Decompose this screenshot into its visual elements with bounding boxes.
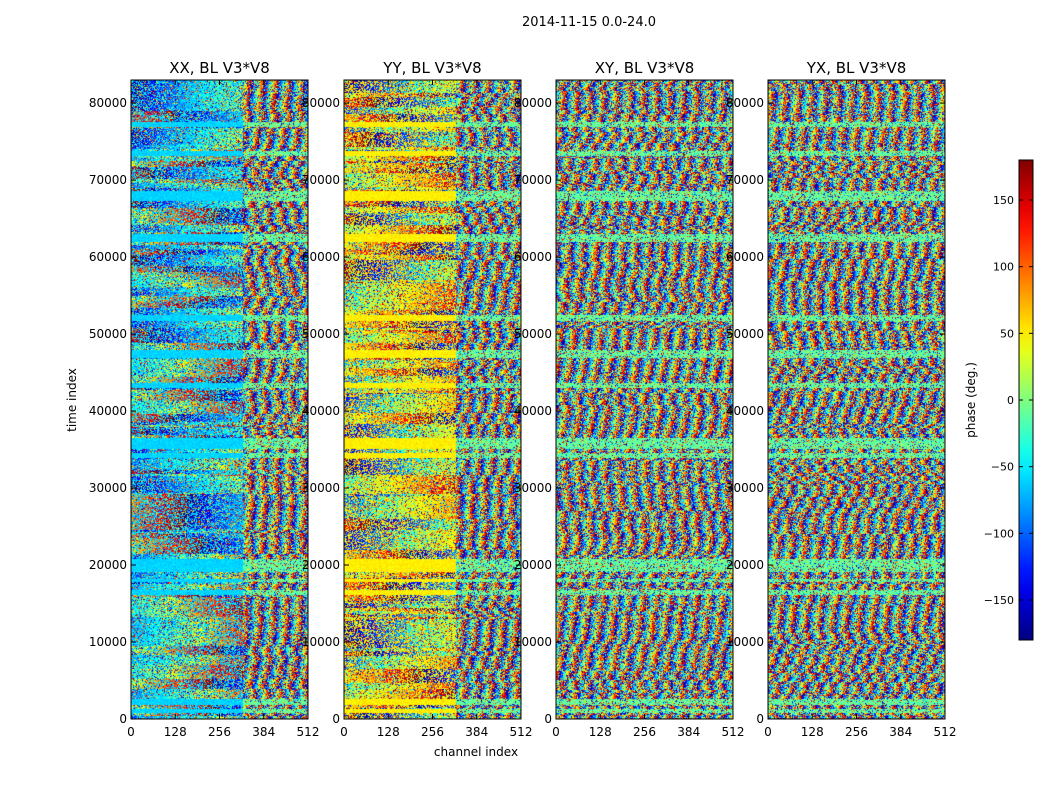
x-tick-label: 512	[722, 725, 745, 739]
x-tick-label: 256	[208, 725, 231, 739]
y-tick-label: 50000	[514, 327, 552, 341]
y-tick-label: 70000	[726, 173, 764, 187]
heatmap-image	[131, 80, 308, 719]
x-tick-label: 256	[421, 725, 444, 739]
panel: XX, BL V3*V8 0 128 256 384 512 0 10000 20000 3000…	[89, 59, 320, 739]
x-tick-label: 384	[889, 725, 912, 739]
y-tick-label: 80000	[89, 96, 127, 110]
x-tick-label: 128	[164, 725, 187, 739]
x-tick-label: 0	[340, 725, 348, 739]
y-tick-label: 40000	[89, 404, 127, 418]
panel-title: YX, BL V3*V8	[806, 59, 907, 77]
heatmap-image	[768, 80, 945, 719]
colorbar-tick-label: −50	[991, 461, 1014, 474]
y-axis-label: time index	[65, 368, 79, 432]
y-tick-label: 10000	[89, 635, 127, 649]
y-tick-label: 50000	[726, 327, 764, 341]
panel: XY, BL V3*V8 0 128 256 384 512 0 10000 20000 3000…	[514, 59, 745, 739]
y-tick-label: 70000	[89, 173, 127, 187]
panel: YX, BL V3*V8 0 128 256 384 512 0 10000 20000 3000…	[726, 59, 957, 739]
y-tick-label: 20000	[302, 558, 340, 572]
x-tick-label: 384	[465, 725, 488, 739]
x-tick-label: 128	[377, 725, 400, 739]
y-tick-label: 40000	[302, 404, 340, 418]
y-tick-label: 50000	[302, 327, 340, 341]
y-tick-label: 80000	[726, 96, 764, 110]
x-tick-label: 384	[252, 725, 275, 739]
y-tick-label: 0	[756, 712, 764, 726]
y-tick-label: 50000	[89, 327, 127, 341]
colorbar: −150 −100 −50 0 50 100 150 phase (deg.)	[964, 159, 1034, 641]
panel: YY, BL V3*V8 0 128 256 384 512 0 10000 20000 3000…	[302, 59, 533, 739]
y-tick-label: 20000	[726, 558, 764, 572]
y-tick-label: 30000	[726, 481, 764, 495]
x-tick-label: 256	[845, 725, 868, 739]
x-tick-label: 512	[510, 725, 533, 739]
y-tick-label: 80000	[514, 96, 552, 110]
x-tick-label: 512	[297, 725, 320, 739]
x-tick-label: 256	[633, 725, 656, 739]
y-tick-label: 60000	[514, 250, 552, 264]
y-tick-label: 10000	[514, 635, 552, 649]
colorbar-tick-label: 0	[1007, 394, 1014, 407]
y-tick-label: 40000	[726, 404, 764, 418]
heatmap-image	[344, 80, 521, 719]
colorbar-tick-label: 150	[993, 194, 1014, 207]
y-tick-label: 0	[119, 712, 127, 726]
y-tick-label: 70000	[302, 173, 340, 187]
y-tick-label: 0	[332, 712, 340, 726]
y-tick-label: 10000	[302, 635, 340, 649]
y-tick-label: 0	[544, 712, 552, 726]
y-tick-label: 30000	[514, 481, 552, 495]
x-tick-label: 0	[764, 725, 772, 739]
x-tick-label: 128	[801, 725, 824, 739]
x-tick-label: 0	[552, 725, 560, 739]
y-tick-label: 20000	[89, 558, 127, 572]
x-tick-label: 512	[934, 725, 957, 739]
y-tick-label: 80000	[302, 96, 340, 110]
y-tick-label: 60000	[726, 250, 764, 264]
y-tick-label: 60000	[89, 250, 127, 264]
y-tick-label: 10000	[726, 635, 764, 649]
heatmap-image	[556, 80, 733, 719]
y-tick-label: 20000	[514, 558, 552, 572]
y-tick-label: 30000	[302, 481, 340, 495]
colorbar-tick-label: −150	[984, 594, 1014, 607]
panel-title: XX, BL V3*V8	[169, 59, 270, 77]
x-tick-label: 128	[589, 725, 612, 739]
colorbar-tick-label: 50	[1000, 327, 1014, 340]
panel-title: XY, BL V3*V8	[595, 59, 695, 77]
panels: XX, BL V3*V8 0 128 256 384 512 0 10000 20000 3000…	[89, 59, 957, 739]
panel-title: YY, BL V3*V8	[382, 59, 481, 77]
colorbar-tick-label: 100	[993, 261, 1014, 274]
y-tick-label: 40000	[514, 404, 552, 418]
y-tick-label: 70000	[514, 173, 552, 187]
y-tick-label: 60000	[302, 250, 340, 264]
figure-title: 2014-11-15 0.0-24.0	[522, 15, 656, 30]
x-axis-label: channel index	[434, 745, 518, 759]
x-tick-label: 0	[127, 725, 135, 739]
y-tick-label: 30000	[89, 481, 127, 495]
colorbar-tick-label: −100	[984, 527, 1014, 540]
x-tick-label: 384	[677, 725, 700, 739]
colorbar-label: phase (deg.)	[964, 362, 978, 438]
